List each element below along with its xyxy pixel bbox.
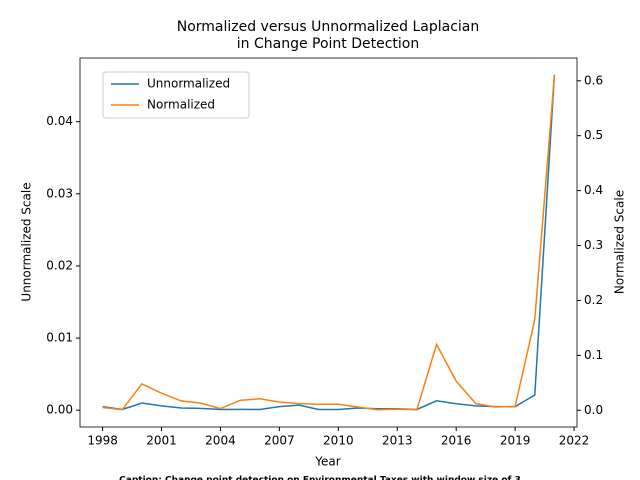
x-tick-label: 2016: [441, 434, 472, 448]
y2-tick-label: 0.6: [584, 73, 603, 87]
legend-box: [102, 71, 250, 119]
chart-title: Normalized versus Unnormalized Laplacian: [177, 19, 480, 35]
y2-tick-label: 0.5: [584, 128, 603, 142]
y-tick-label: 0.03: [46, 186, 73, 200]
y-tick-label: 0.02: [46, 258, 73, 272]
y-axis-label: Unnormalized Scale: [20, 182, 34, 301]
y2-tick-label: 0.0: [584, 403, 603, 417]
y2-axis-label: Normalized Scale: [613, 190, 627, 294]
x-tick-label: 2022: [559, 434, 590, 448]
y2-tick-label: 0.2: [584, 293, 603, 307]
x-tick-label: 2001: [146, 434, 177, 448]
x-axis-label: Year: [314, 455, 340, 469]
x-tick-label: 2013: [382, 434, 413, 448]
legend-label: Normalized: [147, 98, 215, 112]
x-tick-label: 2004: [205, 434, 236, 448]
y-tick-label: 0.01: [46, 331, 73, 345]
series-line: [102, 74, 556, 411]
y2-tick-label: 0.4: [584, 183, 603, 197]
series-line: [102, 75, 556, 411]
x-tick-label: 2010: [323, 434, 354, 448]
y2-tick-label: 0.1: [584, 348, 603, 362]
y-tick-label: 0.04: [46, 114, 73, 128]
x-tick-label: 2019: [500, 434, 531, 448]
y2-tick-label: 0.3: [584, 238, 603, 252]
x-tick-label: 1998: [87, 434, 118, 448]
x-tick-label: 2007: [264, 434, 295, 448]
caption: Caption: Change point detection on Envir…: [119, 476, 521, 480]
plot-frame: [79, 57, 578, 428]
y-tick-label: 0.00: [46, 403, 73, 417]
chart-title: in Change Point Detection: [237, 36, 420, 52]
legend-label: Unnormalized: [147, 77, 230, 91]
